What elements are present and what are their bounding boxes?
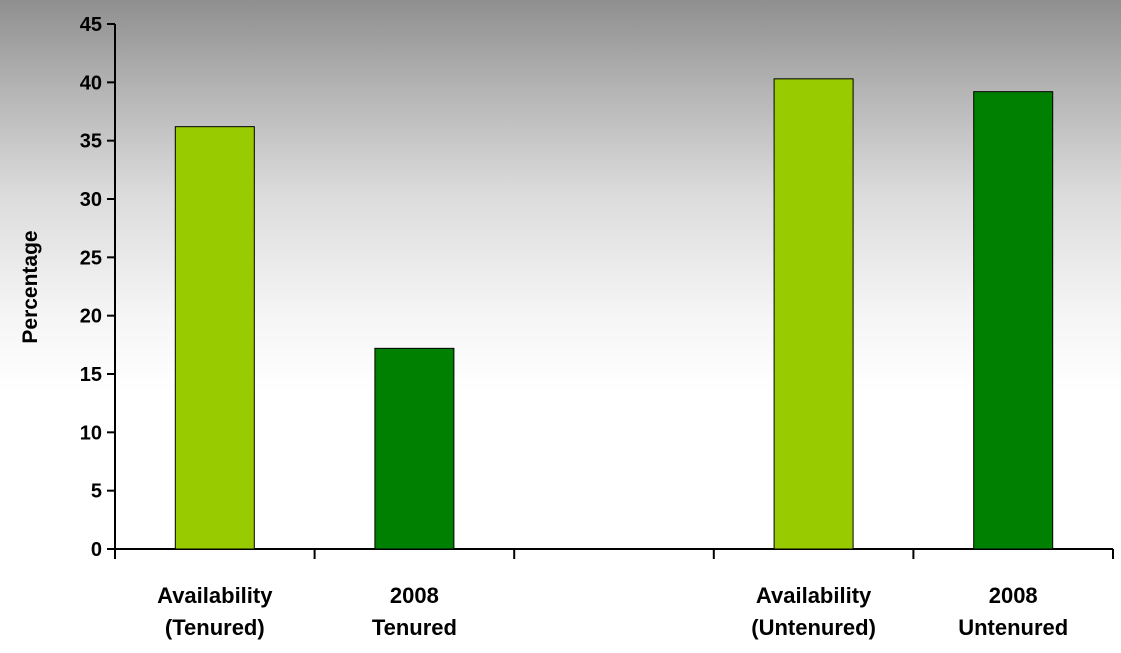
y-tick-label: 35 — [80, 131, 102, 153]
y-tick-label: 25 — [80, 247, 102, 269]
y-tick-label: 0 — [91, 539, 102, 561]
y-tick-label: 5 — [91, 481, 102, 503]
y-axis: 0 5 10 15 20 25 30 35 40 45 — [80, 14, 116, 561]
x-axis — [114, 548, 1114, 559]
x-category-label: Availability — [157, 583, 273, 608]
y-tick-label: 40 — [80, 72, 102, 94]
x-category-label: 2008 — [989, 583, 1038, 608]
y-tick-label: 10 — [80, 422, 102, 444]
y-axis-title: Percentage — [19, 230, 42, 343]
x-category-label: Untenured — [958, 615, 1068, 640]
y-tick-label: 15 — [80, 364, 102, 386]
bar — [174, 126, 255, 550]
bar — [773, 78, 854, 550]
bar — [374, 347, 455, 550]
x-category-label: (Untenured) — [751, 615, 876, 640]
category-labels: Availability (Tenured) 2008 Tenured Availabi… — [157, 583, 1068, 640]
y-tick-label: 45 — [80, 14, 102, 36]
y-tick-label: 20 — [80, 306, 102, 328]
y-tick-label: 30 — [80, 189, 102, 211]
x-category-label: Availability — [756, 583, 872, 608]
x-category-label: 2008 — [390, 583, 439, 608]
x-category-label: (Tenured) — [165, 615, 265, 640]
bars — [174, 78, 1054, 550]
x-category-label: Tenured — [372, 615, 457, 640]
bar — [973, 91, 1054, 550]
